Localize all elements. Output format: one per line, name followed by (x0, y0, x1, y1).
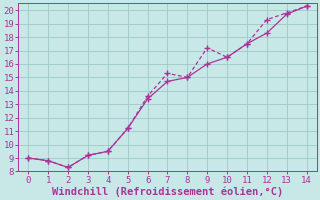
X-axis label: Windchill (Refroidissement éolien,°C): Windchill (Refroidissement éolien,°C) (52, 186, 283, 197)
